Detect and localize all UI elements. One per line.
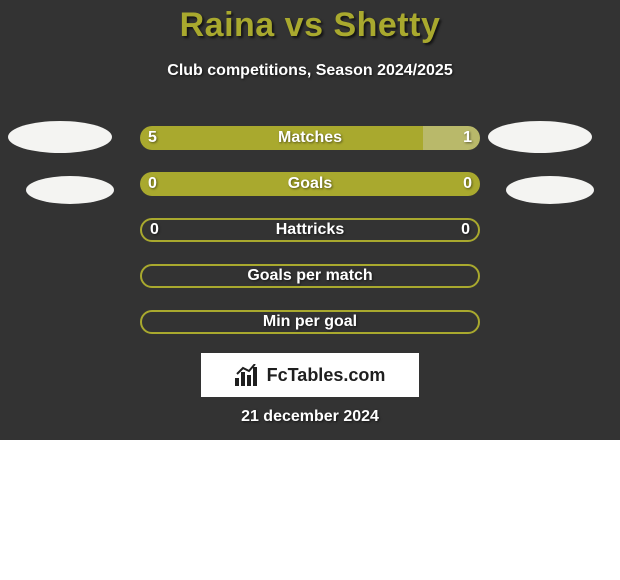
stat-label: Goals per match (142, 266, 478, 286)
stat-right-value: 1 (442, 126, 472, 150)
photo-ellipse (488, 121, 592, 153)
stat-label: Matches (140, 126, 480, 150)
chart-bars-icon (235, 364, 261, 386)
photo-ellipse (8, 121, 112, 153)
stat-right-value: 0 (442, 172, 472, 196)
stat-label: Goals (140, 172, 480, 196)
stat-row-matches: 5 Matches 1 (140, 126, 480, 150)
stat-row-hattricks: 0 Hattricks 0 (140, 218, 480, 242)
player-right-name: Shetty (333, 6, 440, 44)
stat-label: Hattricks (142, 220, 478, 240)
brand-text: FcTables.com (267, 365, 386, 386)
stat-row-goals: 0 Goals 0 (140, 172, 480, 196)
date-line: 21 december 2024 (0, 408, 620, 426)
subtitle: Club competitions, Season 2024/2025 (0, 62, 620, 80)
vs-title: Raina vs Shetty (0, 6, 620, 45)
stat-row-goals-per-match: Goals per match (140, 264, 480, 288)
brand-box: FcTables.com (201, 353, 419, 397)
comparison-infographic: Raina vs Shetty Club competitions, Seaso… (0, 0, 620, 580)
stat-row-min-per-goal: Min per goal (140, 310, 480, 334)
photo-ellipse (506, 176, 594, 204)
vs-word: vs (285, 6, 324, 44)
photo-ellipse (26, 176, 114, 204)
stat-right-value: 0 (440, 220, 470, 240)
player-left-name: Raina (180, 6, 275, 44)
stat-label: Min per goal (142, 312, 478, 332)
